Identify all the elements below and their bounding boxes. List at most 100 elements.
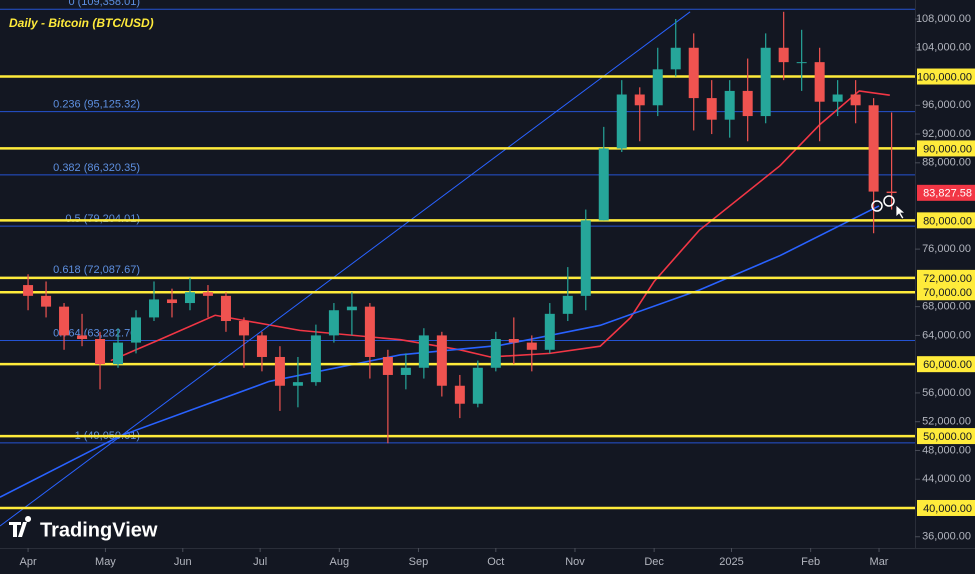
level-label: 60,000.00: [923, 359, 972, 371]
candle-body: [292, 382, 303, 386]
cursor: [895, 204, 907, 220]
candle-body: [202, 292, 213, 296]
candle-body: [23, 285, 34, 296]
level-label: 70,000.00: [923, 287, 972, 299]
logo-icon: [9, 516, 32, 537]
candle-body: [616, 94, 627, 149]
y-tick-label: 44,000.00: [922, 473, 971, 485]
x-tick-label: Dec: [644, 556, 664, 568]
candle-body: [526, 342, 537, 350]
level-tag: [917, 356, 975, 373]
candle-body: [742, 90, 753, 117]
candle-body: [346, 306, 357, 311]
x-tick-label: Oct: [487, 556, 504, 568]
candle-body: [508, 338, 519, 343]
fib-label: 0.618 (72,087.67): [53, 264, 140, 276]
x-tick-label: Jun: [174, 556, 192, 568]
level-tag: [917, 499, 975, 516]
fib-label: 0.5 (79,204.01): [65, 213, 140, 225]
candle-body: [814, 62, 825, 102]
candle-body: [113, 342, 124, 365]
y-tick-label: 48,000.00: [922, 444, 971, 456]
candle-body: [886, 191, 897, 194]
candle-body: [760, 47, 771, 117]
candle-body: [832, 94, 843, 102]
level-label: 40,000.00: [923, 503, 972, 515]
candle-body: [418, 335, 429, 368]
x-tick-label: 2025: [719, 556, 743, 568]
candle-body: [41, 295, 52, 307]
level-tag: [917, 68, 975, 85]
candle-body: [310, 335, 321, 383]
y-tick-label: 88,000.00: [922, 157, 971, 169]
candle-body: [256, 335, 267, 357]
fib-label: 0.382 (86,320.35): [53, 162, 140, 174]
y-tick-label: 36,000.00: [922, 531, 971, 543]
y-tick-label: 96,000.00: [922, 99, 971, 111]
y-tick-label: 52,000.00: [922, 416, 971, 428]
candle-body: [724, 90, 735, 120]
marker-circle: [871, 200, 883, 212]
candle-body: [220, 295, 231, 322]
y-tick-label: 76,000.00: [922, 243, 971, 255]
level-label: 90,000.00: [923, 143, 972, 155]
candle-body: [634, 94, 645, 106]
candle-body: [59, 306, 70, 336]
logo: TradingView: [9, 516, 158, 541]
x-tick-label: Mar: [870, 556, 889, 568]
candle-body: [652, 69, 663, 106]
level-tag: [917, 140, 975, 157]
x-tick-label: Apr: [20, 556, 37, 568]
chart-title: Daily - Bitcoin (BTC/USD): [9, 16, 154, 30]
candle-body: [238, 321, 249, 336]
x-tick-label: Nov: [565, 556, 585, 568]
candle-body: [328, 310, 339, 336]
candle-body: [454, 385, 465, 404]
candle-body: [364, 306, 375, 357]
level-tag: [917, 284, 975, 301]
candle-body: [580, 220, 591, 296]
candle-body: [490, 338, 501, 368]
candle-body: [184, 292, 195, 304]
candle-body: [166, 299, 177, 304]
candle-body: [544, 313, 555, 350]
y-tick-label: 104,000.00: [916, 42, 971, 54]
y-tick-label: 92,000.00: [922, 128, 971, 140]
x-tick-label: May: [95, 556, 116, 568]
y-tick-label: 68,000.00: [922, 301, 971, 313]
candle-body: [95, 338, 106, 365]
y-tick-label: 56,000.00: [922, 387, 971, 399]
price-label: 83,827.58: [923, 188, 972, 200]
candle-body: [400, 367, 411, 375]
candle-body: [706, 98, 717, 120]
logo-text: TradingView: [40, 519, 158, 541]
fib-label: 0.236 (95,125.32): [53, 98, 140, 110]
y-tick-label: 64,000.00: [922, 329, 971, 341]
level-label: 80,000.00: [923, 215, 972, 227]
x-tick-label: Sep: [409, 556, 429, 568]
level-tag: [917, 428, 975, 445]
overlay-line: [110, 90, 890, 362]
candle-body: [670, 47, 681, 70]
candle-body: [436, 335, 447, 386]
candle-body: [77, 335, 88, 339]
candle-body: [778, 47, 789, 63]
level-tag: [917, 212, 975, 229]
candle-body: [131, 317, 142, 343]
fib-label: 0 (109,358.01): [68, 0, 140, 8]
level-label: 100,000.00: [917, 71, 972, 83]
price-tag: [917, 184, 975, 201]
candle-body: [562, 295, 573, 314]
marker-circle: [883, 195, 895, 207]
level-label: 72,000.00: [923, 273, 972, 285]
x-tick-label: Feb: [801, 556, 820, 568]
x-tick-label: Aug: [330, 556, 350, 568]
plot-area: 0 (109,358.01) 0.236 (95,125.32) 0.382 (86…: [0, 0, 915, 527]
candle-body: [274, 356, 285, 386]
candle-body: [148, 299, 159, 318]
candle-body: [850, 94, 861, 106]
candle-body: [382, 356, 393, 375]
y-tick-label: 108,000.00: [916, 13, 971, 25]
